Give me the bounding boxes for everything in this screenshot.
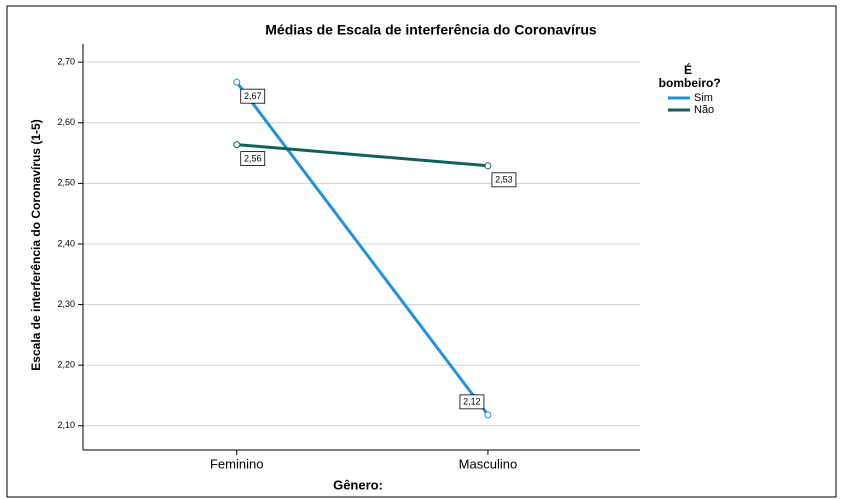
x-tick-label: Feminino — [210, 456, 263, 471]
y-tick-label: 2,30 — [57, 299, 75, 309]
point-marker — [484, 411, 492, 419]
data-label: 2,12 — [463, 397, 481, 407]
series-line — [235, 81, 490, 416]
data-label-box — [240, 151, 266, 166]
point-marker — [233, 78, 241, 86]
frame — [6, 5, 837, 498]
data-label-box — [240, 88, 266, 104]
legend-label: Sim — [694, 92, 713, 104]
y-tick-label: 2,70 — [57, 57, 75, 67]
data-label-box — [491, 172, 517, 188]
legend-title: É bombeiro? — [655, 62, 720, 90]
data-label: 2,56 — [244, 153, 262, 163]
data-label: 2,67 — [244, 91, 262, 101]
legend-label: Não — [694, 104, 714, 116]
chart-title: Médias de Escala de interferência do Cor… — [265, 22, 597, 38]
x-axis-label: Gênero: — [333, 477, 383, 492]
y-tick-label: 2,20 — [57, 360, 75, 370]
y-axis-label: Escala de interferência do Coronavírus (… — [29, 119, 43, 370]
series-line — [236, 143, 489, 168]
point-marker — [484, 162, 492, 170]
y-tick-label: 2,60 — [57, 117, 75, 127]
data-label-box — [459, 394, 485, 410]
point-marker — [233, 141, 241, 149]
y-tick-label: 2,50 — [57, 178, 75, 188]
y-tick-label: 2,40 — [57, 238, 75, 248]
data-label: 2,53 — [495, 175, 513, 185]
x-tick-label: Masculino — [459, 456, 518, 471]
y-tick-label: 2,10 — [57, 420, 75, 430]
